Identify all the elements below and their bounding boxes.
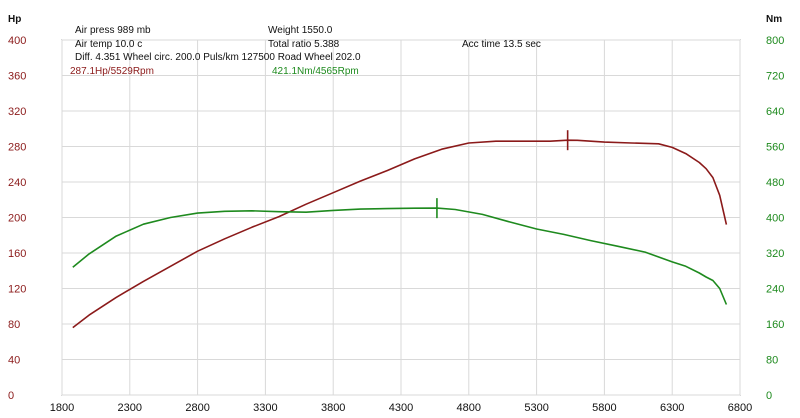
left-tick-label: 240 — [8, 177, 26, 189]
left-tick-label: 80 — [8, 319, 20, 331]
right-tick-label: 240 — [766, 284, 784, 296]
x-tick-label: 6300 — [660, 402, 684, 414]
info-air-press: Air press 989 mb — [75, 25, 151, 36]
right-tick-label: 320 — [766, 248, 784, 260]
x-tick-label: 3800 — [321, 402, 345, 414]
right-axis-unit: Nm — [766, 14, 782, 25]
grid — [61, 39, 741, 396]
x-tick-label: 4800 — [457, 402, 481, 414]
left-tick-label: 40 — [8, 355, 20, 367]
axis-ticks: 1800 2300 2800 3300 3800 4300 4800 5300 5800 6300… — [8, 35, 784, 414]
right-tick-label: 0 — [766, 390, 772, 402]
x-tick-label: 2300 — [118, 402, 142, 414]
info-air-temp: Air temp 10.0 c — [75, 39, 142, 50]
left-tick-label: 320 — [8, 106, 26, 118]
left-tick-label: 280 — [8, 142, 26, 154]
torque-curve — [72, 207, 728, 305]
x-tick-label: 4300 — [389, 402, 413, 414]
torque-peak-label: 421.1Nm/4565Rpm — [272, 66, 359, 77]
left-tick-label: 0 — [8, 390, 14, 402]
right-tick-label: 480 — [766, 177, 784, 189]
x-tick-label: 5300 — [524, 402, 548, 414]
x-tick-label: 6800 — [728, 402, 752, 414]
left-tick-label: 120 — [8, 284, 26, 296]
info-acc-time: Acc time 13.5 sec — [462, 39, 541, 50]
right-tick-label: 160 — [766, 319, 784, 331]
right-tick-label: 640 — [766, 106, 784, 118]
x-tick-label: 3300 — [253, 402, 277, 414]
left-tick-label: 200 — [8, 213, 26, 225]
series-lines — [72, 130, 728, 329]
power-curve — [72, 139, 728, 329]
left-tick-label: 400 — [8, 35, 26, 47]
info-total-ratio: Total ratio 5.388 — [268, 39, 340, 50]
info-weight: Weight 1550.0 — [268, 25, 333, 36]
right-tick-label: 720 — [766, 71, 784, 83]
right-tick-label: 560 — [766, 142, 784, 154]
right-tick-label: 80 — [766, 355, 778, 367]
x-tick-label: 1800 — [50, 402, 74, 414]
left-tick-label: 360 — [8, 71, 26, 83]
x-tick-label: 5800 — [592, 402, 616, 414]
info-diff: Diff. 4.351 Wheel circ. 200.0 Puls/km 12… — [75, 52, 361, 63]
right-tick-label: 800 — [766, 35, 784, 47]
x-tick-label: 2800 — [185, 402, 209, 414]
right-tick-label: 400 — [766, 213, 784, 225]
left-tick-label: 160 — [8, 248, 26, 260]
power-peak-label: 287.1Hp/5529Rpm — [70, 66, 154, 77]
left-axis-unit: Hp — [8, 14, 21, 25]
